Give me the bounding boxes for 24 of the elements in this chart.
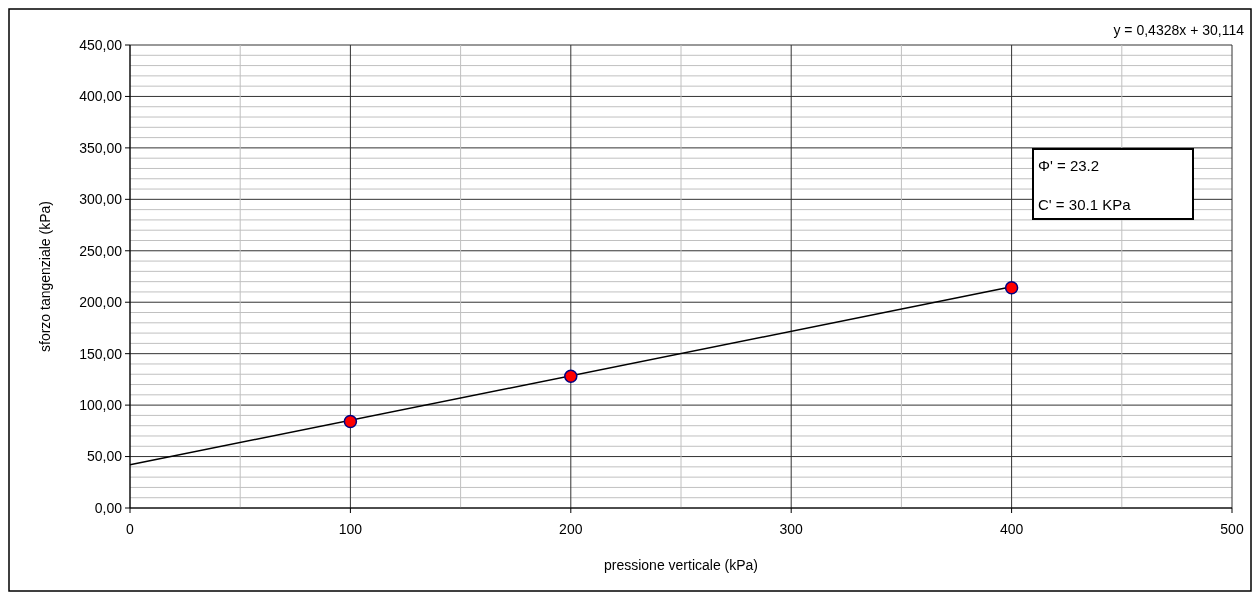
y-tick-label: 150,00: [79, 345, 123, 362]
y-tick-label: 200,00: [79, 294, 123, 311]
point: [564, 369, 578, 384]
x-tick-label: 500: [1220, 521, 1244, 537]
y-tick-label: 50,00: [86, 448, 123, 465]
point: [343, 414, 358, 429]
x-axis-title: pressione verticale (kPa): [603, 557, 759, 573]
y-tick-label: 0,00: [94, 499, 123, 516]
text: y = 0,4328x + 30,114: [1113, 22, 1245, 38]
y-tick-label: 100,00: [79, 397, 123, 414]
x-tick-label: 200: [559, 521, 583, 537]
x-tick-label: 400: [999, 521, 1024, 537]
point: [1004, 281, 1019, 295]
x-tick-label: 100: [338, 521, 363, 537]
annotation: Φ' = 23.2: [1038, 157, 1100, 174]
y-tick-label: 350,00: [79, 139, 123, 156]
annotation: C' = 30.1 KPa: [1038, 196, 1132, 213]
y-tick-label: 400,00: [79, 88, 123, 105]
y-axis-title: sforzo tangenziale (kPa): [37, 201, 53, 352]
x-tick-label: 0: [126, 521, 135, 537]
x-tick-label: 300: [779, 521, 804, 537]
y-tick-label: 300,00: [79, 191, 123, 208]
y-tick-label: 250,00: [79, 242, 123, 259]
y-tick-label: 450,00: [79, 36, 123, 53]
